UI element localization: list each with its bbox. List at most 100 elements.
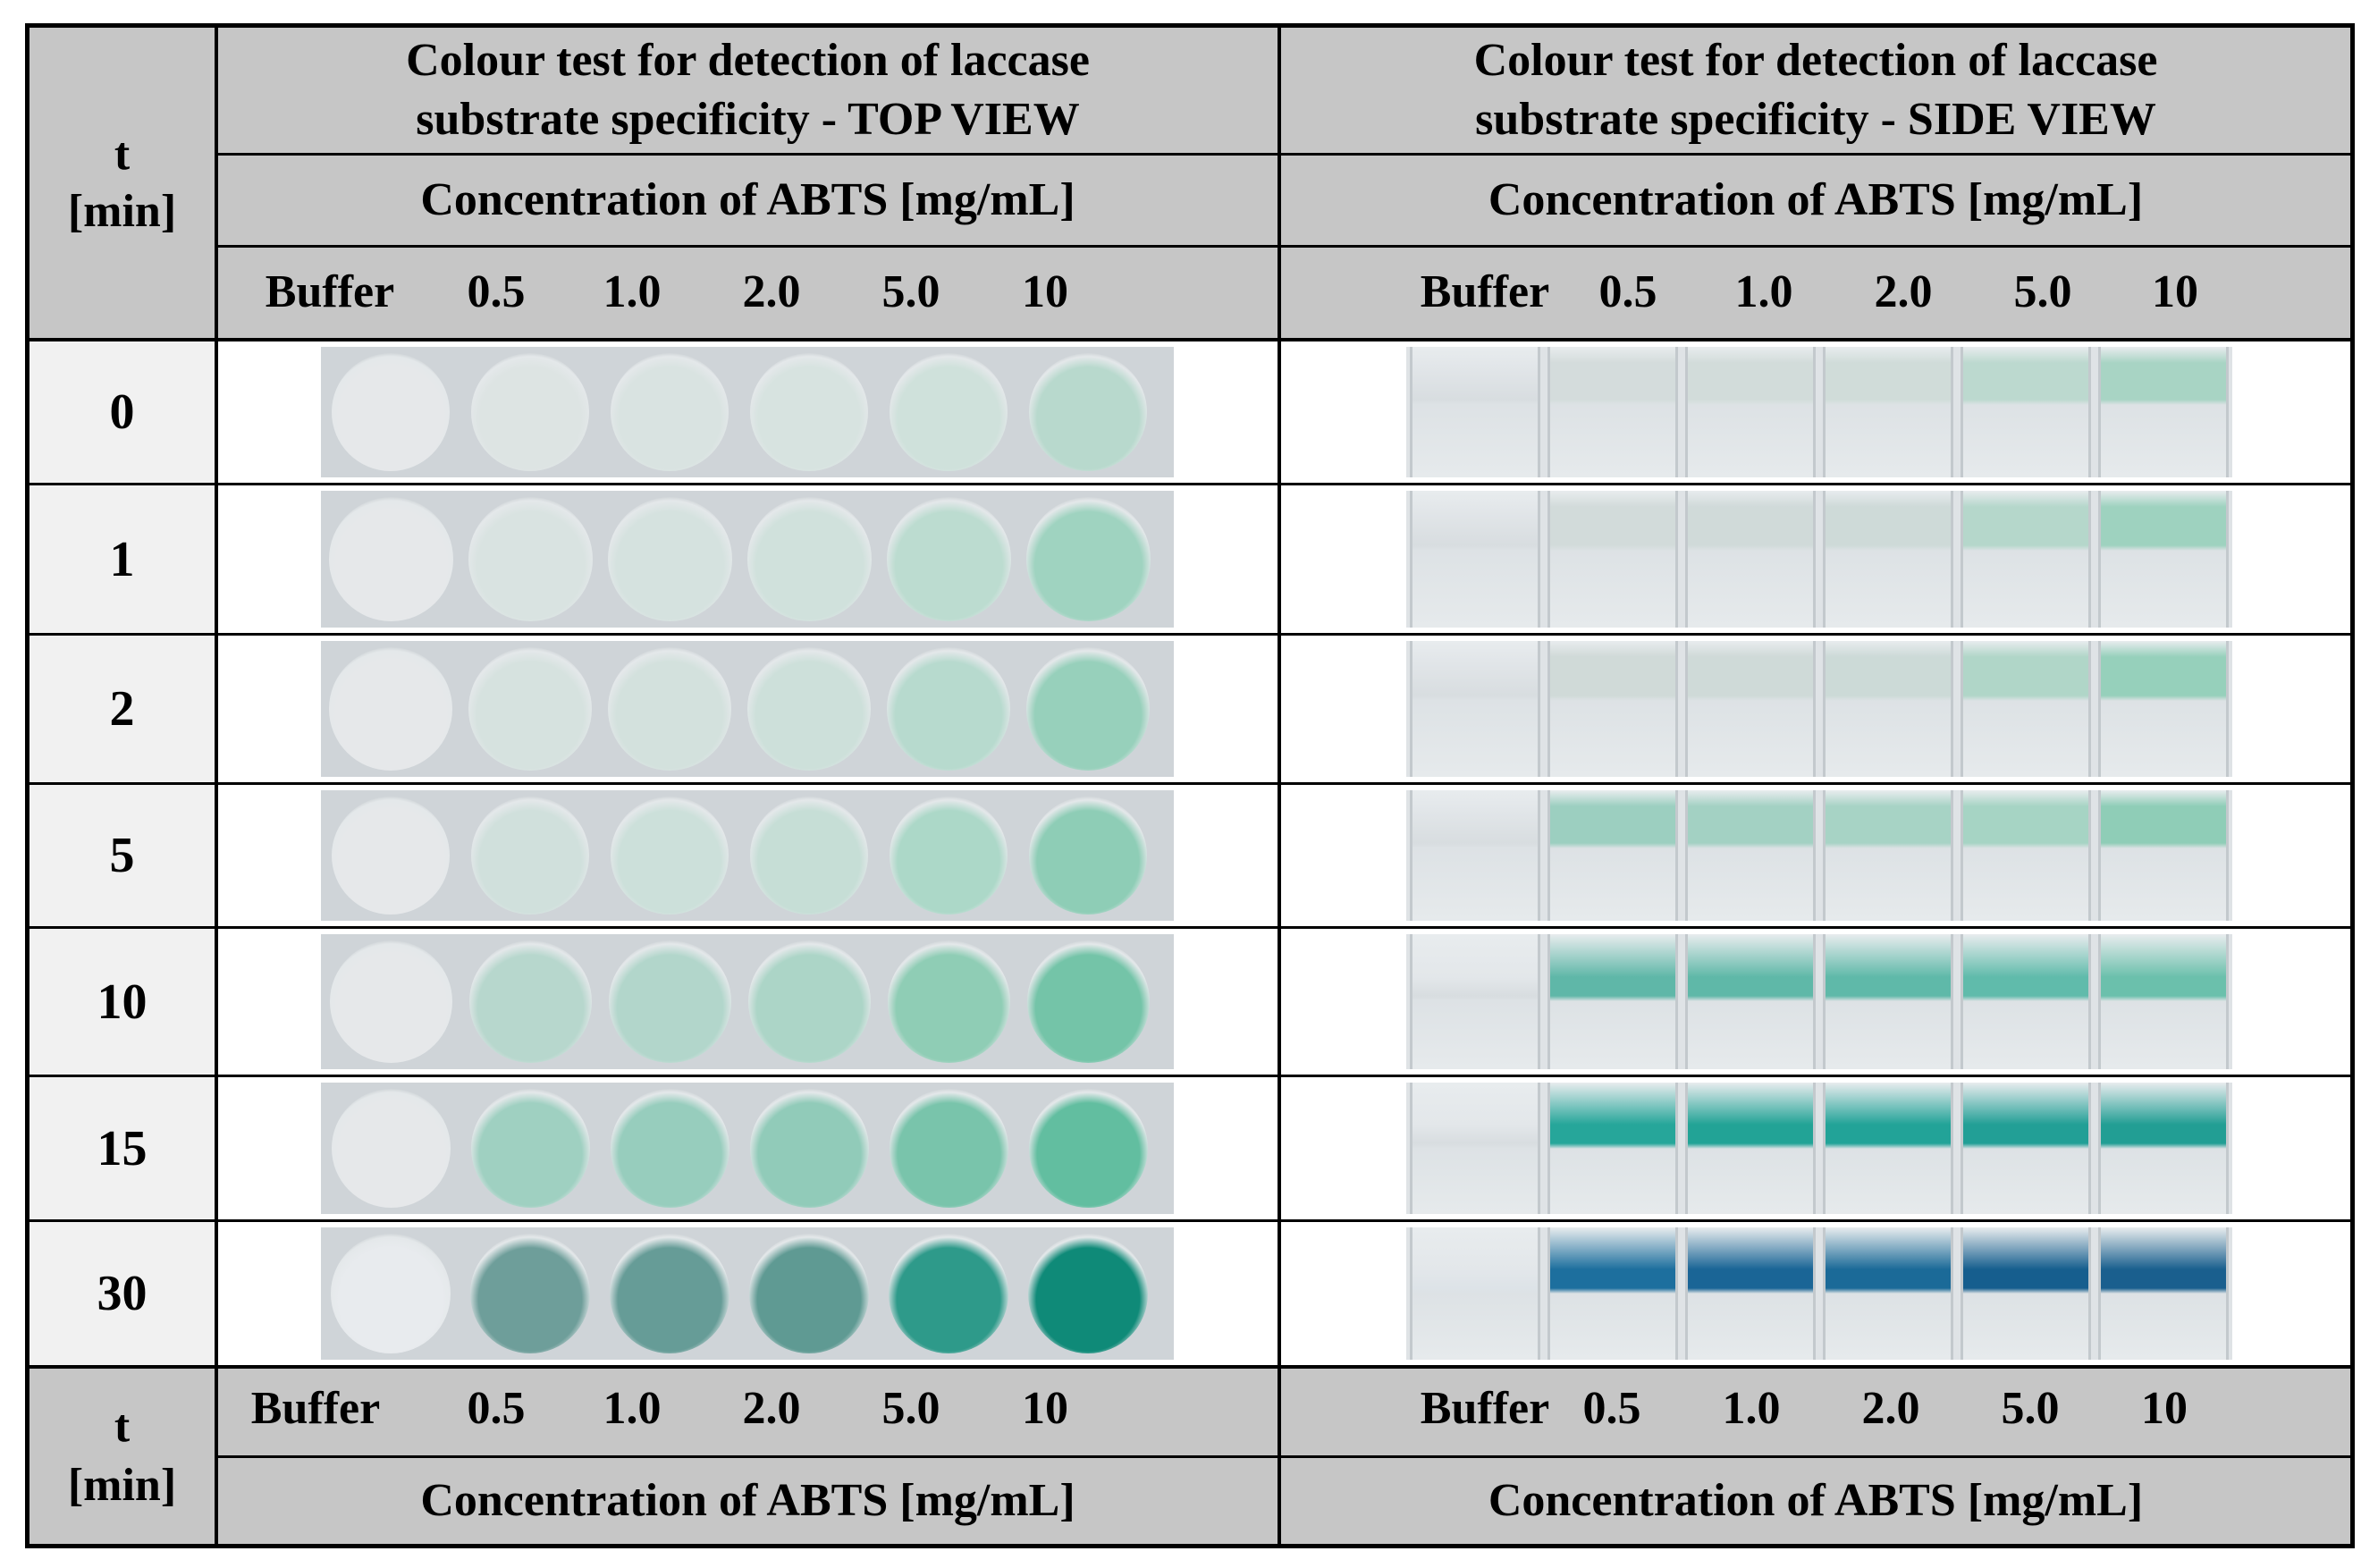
column-label: 0.5 <box>467 266 526 317</box>
tube <box>2098 1227 2229 1360</box>
tube <box>1685 1227 1816 1360</box>
tube <box>1410 641 1540 777</box>
time-cell: 0 <box>30 341 215 483</box>
results-table: t [min] Colour test for detection of lac… <box>25 23 2355 1548</box>
time-cell: 15 <box>30 1077 215 1219</box>
tube <box>1685 347 1816 477</box>
tube <box>1685 790 1816 921</box>
grid-line <box>215 153 2350 156</box>
tube <box>1961 934 2091 1069</box>
grid-line <box>215 245 2350 248</box>
well <box>470 1089 590 1208</box>
tube <box>1410 934 1540 1069</box>
well <box>890 797 1008 915</box>
well <box>886 497 1011 621</box>
grid-line <box>30 782 2350 785</box>
tube <box>1823 790 1953 921</box>
column-label: 10 <box>2152 266 2198 317</box>
column-label: 5.0 <box>881 1383 940 1434</box>
side-view-photo <box>1406 347 2232 477</box>
well <box>468 647 592 771</box>
well <box>331 1234 451 1353</box>
top-view-title: Colour test for detection of laccase sub… <box>218 28 1278 153</box>
well <box>328 497 453 621</box>
grid-line <box>30 633 2350 636</box>
tube <box>1823 347 1953 477</box>
column-label: Buffer <box>250 1383 381 1434</box>
well <box>1025 497 1151 621</box>
grid-line <box>30 483 2350 485</box>
tube <box>1547 491 1678 628</box>
tube <box>1685 491 1816 628</box>
column-label: 1.0 <box>603 1383 662 1434</box>
tube <box>2098 790 2229 921</box>
grid-line <box>30 1219 2350 1222</box>
well <box>1028 1234 1148 1353</box>
tube <box>1410 1227 1540 1360</box>
well <box>1026 940 1150 1063</box>
tube <box>1823 1227 1953 1360</box>
column-label: 10 <box>1022 1383 1068 1434</box>
top-view-photo <box>321 934 1174 1069</box>
well <box>1029 353 1147 471</box>
tube <box>1410 790 1540 921</box>
side-view-title-line1: Colour test for detection of laccase <box>1473 35 2158 86</box>
column-label: 1.0 <box>603 266 662 317</box>
time-cell: 10 <box>30 929 215 1075</box>
column-label: 5.0 <box>2013 266 2072 317</box>
well <box>746 497 872 621</box>
grid-line <box>215 1455 2350 1458</box>
grid-line <box>1278 28 1281 1544</box>
footer-time-t: t <box>114 1400 131 1452</box>
top-view-photo <box>321 1227 1174 1360</box>
column-label: 2.0 <box>1874 266 1933 317</box>
side-view-photo <box>1406 491 2232 628</box>
footer-side-view-column-labels: Buffer 0.5 1.0 2.0 5.0 10 <box>1281 1368 2350 1455</box>
tube <box>1547 934 1678 1069</box>
column-label: 2.0 <box>742 1383 801 1434</box>
tube <box>1410 491 1540 628</box>
well <box>750 797 868 915</box>
well <box>889 1089 1008 1208</box>
well <box>607 497 732 621</box>
top-view-column-labels: Buffer 0.5 1.0 2.0 5.0 10 <box>218 248 1278 338</box>
column-label: 2.0 <box>742 266 801 317</box>
tube <box>1823 491 1953 628</box>
well <box>608 940 731 1063</box>
well <box>747 647 871 771</box>
well <box>331 1089 451 1208</box>
well <box>1028 1089 1148 1208</box>
tube <box>1547 1227 1678 1360</box>
time-header-t: t <box>114 128 131 180</box>
tube <box>1547 1083 1678 1214</box>
time-cell: 2 <box>30 636 215 782</box>
well <box>1026 647 1150 771</box>
column-label: 1.0 <box>1722 1383 1781 1434</box>
footer-side-view-concentration: Concentration of ABTS [mg/mL] <box>1488 1475 2144 1526</box>
well <box>329 940 452 1063</box>
grid-line <box>30 338 2350 341</box>
side-view-concentration-header: Concentration of ABTS [mg/mL] <box>1488 174 2144 225</box>
well <box>468 497 593 621</box>
side-view-photo <box>1406 790 2232 921</box>
well <box>468 940 592 1063</box>
well <box>332 353 450 471</box>
footer-top-view-column-labels: Buffer 0.5 1.0 2.0 5.0 10 <box>218 1368 1278 1455</box>
well <box>610 1089 729 1208</box>
well <box>889 1234 1008 1353</box>
time-cell: 5 <box>30 785 215 926</box>
column-label: 0.5 <box>1582 1383 1641 1434</box>
side-view-photo <box>1406 641 2232 777</box>
side-view-photo <box>1406 1227 2232 1360</box>
tube <box>1961 790 2091 921</box>
well <box>890 353 1008 471</box>
well <box>329 647 452 771</box>
column-label: Buffer <box>265 266 395 317</box>
column-label: Buffer <box>1420 1383 1550 1434</box>
well <box>611 353 729 471</box>
top-view-title-line1: Colour test for detection of laccase <box>406 35 1090 86</box>
top-view-photo <box>321 491 1174 628</box>
tube <box>1547 347 1678 477</box>
footer-time-unit: [min] <box>67 1459 177 1511</box>
side-view-photo <box>1406 934 2232 1069</box>
